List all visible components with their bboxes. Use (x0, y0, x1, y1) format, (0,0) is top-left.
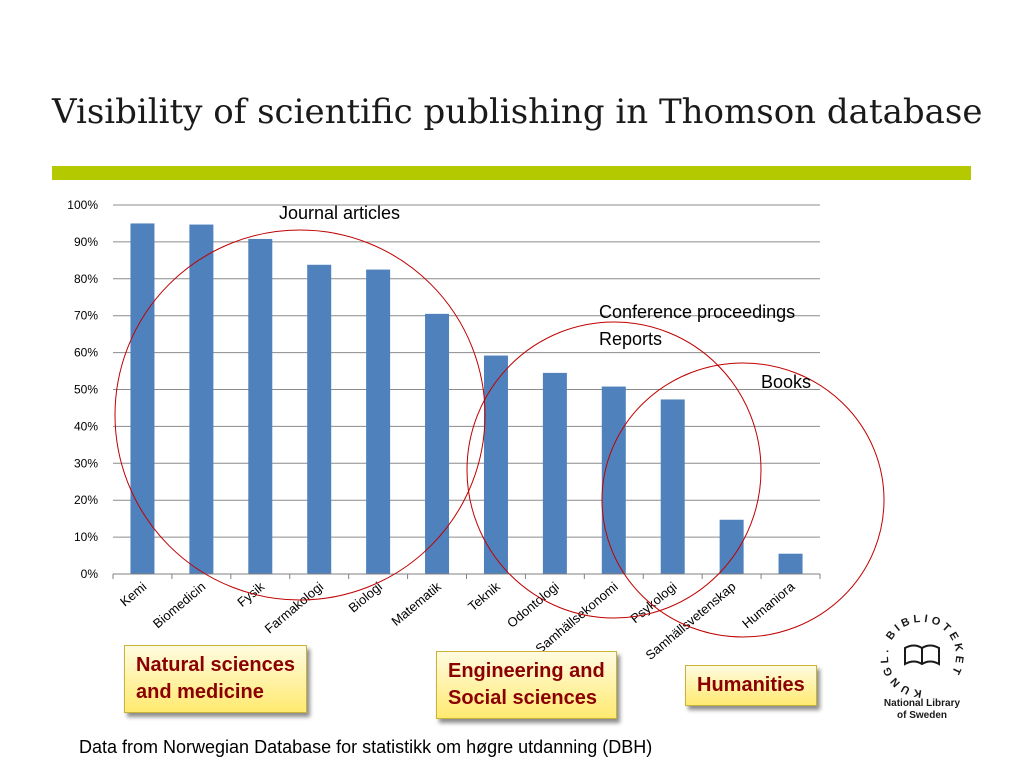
annotation-journal-articles: Journal articles (279, 203, 400, 223)
x-tick-label: Biologi (346, 579, 386, 616)
slide-title: Visibility of scientific publishing in T… (52, 92, 983, 132)
bar (601, 386, 626, 574)
annotation-circles (114, 229, 885, 638)
x-tick-label: Humaniora (739, 578, 798, 631)
chart-gridlines (113, 204, 820, 575)
annotation-circle (601, 362, 885, 638)
callout-natural-sciences: Natural sciences and medicine (124, 645, 307, 713)
bar (425, 313, 450, 574)
callout-natural-line2: and medicine (136, 681, 264, 703)
x-tick-label: Psykologi (627, 579, 679, 626)
callout-natural-line1: Natural sciences (136, 654, 295, 676)
annotation-books: Books (761, 372, 811, 392)
x-tick-label: Kemi (117, 579, 149, 610)
bar (483, 355, 508, 574)
title-accent-bar (52, 166, 971, 180)
y-tick-label: 10% (74, 530, 98, 544)
chart-bars (130, 223, 803, 574)
library-name: National Library of Sweden (872, 698, 972, 722)
y-axis-ticks: 0% 10% 20% 30% 40% 50% 60% 70% 80% 90% 100% (67, 198, 98, 581)
library-name-line2: of Sweden (896, 710, 947, 721)
bar (366, 269, 391, 574)
x-tick-label: Teknik (465, 578, 503, 613)
callout-engineering-line2: Social sciences (448, 687, 597, 709)
bar (189, 224, 214, 574)
annotation-conference-proceedings: Conference proceedings (599, 302, 795, 322)
x-tick-label: Fysik (234, 578, 267, 609)
y-tick-label: 60% (74, 346, 98, 360)
y-tick-label: 80% (74, 272, 98, 286)
y-tick-label: 20% (74, 493, 98, 507)
bar (248, 238, 273, 574)
callout-humanities: Humanities (685, 665, 817, 706)
bar (660, 399, 685, 574)
y-tick-label: 100% (67, 198, 98, 212)
callout-humanities-line1: Humanities (697, 674, 805, 696)
annotation-circle (114, 229, 486, 601)
y-tick-label: 30% (74, 456, 98, 470)
callout-engineering-line1: Engineering and (448, 660, 605, 682)
bar (542, 372, 567, 574)
annotation-reports: Reports (599, 329, 662, 349)
callout-engineering-social: Engineering and Social sciences (436, 651, 617, 719)
y-tick-label: 50% (74, 383, 98, 397)
y-tick-label: 0% (81, 567, 99, 581)
bar (778, 553, 803, 574)
library-name-line1: National Library (883, 698, 961, 709)
x-axis (112, 573, 821, 579)
x-tick-label: Matematik (388, 578, 444, 628)
y-tick-label: 90% (74, 235, 98, 249)
annotation-circle (466, 321, 762, 619)
x-tick-label: Biomedicin (150, 579, 208, 631)
bar (130, 223, 155, 574)
library-seal-icon: KUNGL. BIBLIOTEKET (879, 613, 962, 700)
source-footnote: Data from Norwegian Database for statist… (79, 737, 653, 757)
y-tick-label: 70% (74, 309, 98, 323)
y-tick-label: 40% (74, 419, 98, 433)
bar (307, 264, 332, 574)
x-tick-label: Farmakologi (262, 579, 327, 637)
national-library-logo: KUNGL. BIBLIOTEKET National Library of S… (872, 608, 972, 728)
